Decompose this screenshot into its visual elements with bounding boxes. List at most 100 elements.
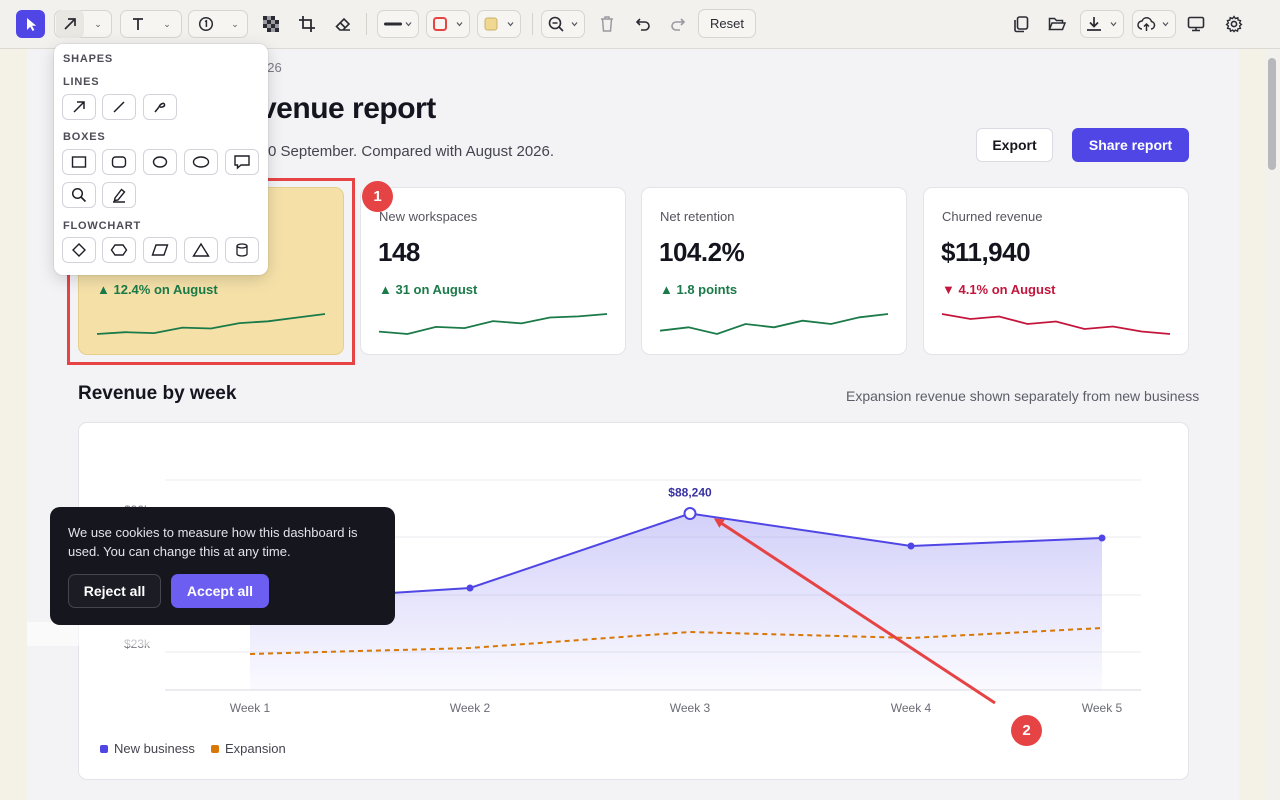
shape-hexagon-button[interactable] (102, 237, 136, 263)
sparkline-path (659, 313, 889, 335)
page-title: venue report (260, 92, 436, 125)
freehand-icon (154, 102, 166, 113)
shape-ellipse-button[interactable] (143, 149, 177, 175)
sparkline (659, 313, 889, 335)
undo-button[interactable] (630, 10, 656, 38)
legend-item-expansion: Expansion (211, 741, 286, 756)
x-tick-label: Week 4 (891, 701, 932, 715)
shape-speech-bubble-button[interactable] (225, 149, 259, 175)
stroke-width-button[interactable] (379, 10, 417, 38)
arrow-icon (64, 18, 76, 30)
export-button[interactable]: Export (976, 128, 1053, 162)
shape-cylinder-button[interactable] (225, 237, 259, 263)
highlighter-icon (113, 188, 126, 203)
present-icon (1187, 16, 1205, 32)
page-subtitle: 0 September. Compared with August 2026. (268, 143, 555, 160)
shape-rectangle-button[interactable] (62, 149, 96, 175)
fill-color-button[interactable] (479, 10, 519, 38)
kpi-card-new-workspaces: New workspaces 148 ▲ 31 on August (360, 187, 626, 355)
redo-button[interactable] (665, 10, 691, 38)
toolbar-divider (532, 13, 533, 35)
step-tool-group (188, 10, 248, 38)
select-tool-button[interactable] (16, 10, 45, 38)
undo-icon (635, 18, 650, 31)
copy-button[interactable] (1008, 10, 1034, 38)
data-point[interactable] (1098, 534, 1106, 542)
shape-oval-button[interactable] (184, 149, 218, 175)
data-point[interactable] (907, 542, 915, 550)
triangle-icon (192, 242, 210, 257)
trash-icon (601, 16, 613, 32)
arrow-tool-button[interactable] (56, 10, 84, 38)
shapes-section-title: BOXES (63, 131, 106, 143)
share-report-button[interactable]: Share report (1072, 128, 1189, 162)
eraser-tool-button[interactable] (330, 10, 356, 38)
scrollbar-thumb[interactable] (1268, 58, 1276, 170)
x-tick-label: Week 3 (670, 701, 711, 715)
text-tool-button[interactable] (125, 10, 151, 38)
arrow-annotation[interactable] (713, 518, 996, 705)
kpi-label: Net retention (660, 209, 735, 224)
speech-bubble-icon (234, 155, 250, 170)
step-badge-2[interactable]: 2 (1011, 715, 1042, 746)
upload-button[interactable] (1134, 10, 1174, 38)
upload-cloud-icon (1137, 17, 1169, 31)
chevron-down-icon: ⌄ (163, 18, 171, 29)
rounded-rectangle-icon (111, 156, 127, 168)
settings-button[interactable] (1221, 10, 1247, 38)
shape-diamond-button[interactable] (62, 237, 96, 263)
kpi-value: $11,940 (941, 237, 1031, 267)
ellipse-icon (152, 156, 168, 168)
shape-freehand-button[interactable] (143, 94, 177, 120)
sparkline-path (941, 313, 1171, 335)
legend-item-new-business: New business (100, 741, 195, 756)
kpi-label: Churned revenue (942, 209, 1043, 224)
pixelate-tool-button[interactable] (258, 10, 284, 38)
text-tool-dropdown[interactable]: ⌄ (158, 10, 176, 38)
download-button[interactable] (1082, 10, 1122, 38)
series-area (250, 513, 1102, 690)
data-point-peak[interactable] (683, 507, 697, 521)
open-button[interactable] (1044, 10, 1070, 38)
step-tool-dropdown[interactable]: ⌄ (226, 10, 244, 38)
sparkline-path (378, 313, 608, 335)
sparkline-path (96, 313, 326, 335)
parallelogram-icon (151, 244, 169, 256)
present-button[interactable] (1183, 10, 1209, 38)
x-tick-label: Week 1 (230, 701, 271, 715)
step-badge-1[interactable]: 1 (362, 181, 393, 212)
vertical-scrollbar[interactable] (1265, 49, 1280, 800)
kpi-delta: ▼ 4.1% on August (942, 282, 1056, 297)
data-point[interactable] (466, 584, 474, 592)
cookie-banner: We use cookies to measure how this dashb… (50, 507, 395, 625)
crop-tool-button[interactable] (294, 10, 320, 38)
shape-magnifier-button[interactable] (62, 182, 96, 208)
download-group (1080, 10, 1124, 38)
shape-arrow-button[interactable] (62, 94, 96, 120)
line-width-icon (384, 22, 412, 27)
delete-button[interactable] (594, 10, 620, 38)
shape-parallelogram-button[interactable] (143, 237, 177, 263)
shape-triangle-button[interactable] (184, 237, 218, 263)
settings-icon (1225, 15, 1243, 33)
shape-rounded-rectangle-button[interactable] (102, 149, 136, 175)
sparkline (96, 313, 326, 335)
stroke-color-button[interactable] (428, 10, 468, 38)
chevron-down-icon: ⌄ (94, 18, 102, 29)
shape-highlighter-button[interactable] (102, 182, 136, 208)
reset-button[interactable]: Reset (698, 9, 756, 38)
kpi-value: 148 (378, 237, 420, 267)
accept-all-button[interactable]: Accept all (171, 574, 269, 608)
shapes-menu: SHAPES LINES BOXES FLOWCHART (54, 44, 268, 275)
shape-line-button[interactable] (102, 94, 136, 120)
crop-icon (299, 16, 315, 32)
reject-all-button[interactable]: Reject all (68, 574, 161, 608)
fill-color-group (477, 10, 521, 38)
cylinder-icon (236, 243, 248, 257)
arrow-tool-dropdown[interactable]: ⌄ (88, 10, 108, 38)
step-number-tool-button[interactable] (193, 10, 219, 38)
kpi-delta: ▲ 31 on August (379, 282, 478, 297)
zoom-out-button[interactable] (543, 10, 583, 38)
revenue-section-note: Expansion revenue shown separately from … (846, 388, 1200, 404)
